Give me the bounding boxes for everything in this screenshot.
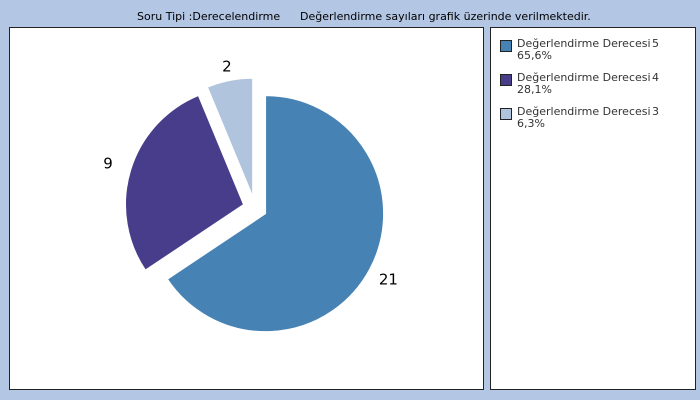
legend-grade: 5 [652,37,659,50]
legend-item-grade-5: Değerlendirme Derecesi 5 65,6% [500,37,690,69]
legend-swatch-grade-5 [500,40,512,52]
pie-data-label: 2 [222,58,232,76]
legend-percentage: 28,1% [517,83,552,96]
legend-panel: Değerlendirme Derecesi 5 65,6% Değerlend… [490,27,696,390]
legend-swatch-grade-3 [500,108,512,120]
pie-chart: 21 9 2 [103,58,398,333]
pie-data-label: 9 [103,154,113,172]
legend-percentage: 6,3% [517,117,545,130]
legend-label: Değerlendirme Derecesi [517,37,651,50]
pie-data-label: 21 [379,270,398,288]
plot-panel: 21 9 2 [9,27,484,390]
chart-note: Değerlendirme sayıları grafik üzerinde v… [300,10,591,23]
chart-header: Soru Tipi :Derecelendirme Değerlendirme … [0,8,700,26]
legend-grade: 4 [652,71,659,84]
pie-slice-grade-5 [166,95,385,333]
legend-percentage: 65,6% [517,49,552,62]
pie-slice-grade-4 [125,94,245,271]
legend-item-grade-3: Değerlendirme Derecesi 3 6,3% [500,105,690,137]
legend-label: Değerlendirme Derecesi [517,71,651,84]
legend-grade: 3 [652,105,659,118]
legend-item-grade-4: Değerlendirme Derecesi 4 28,1% [500,71,690,103]
legend-label: Değerlendirme Derecesi [517,105,651,118]
pie-slice-grade-3 [206,77,254,197]
question-type-label: Soru Tipi :Derecelendirme [137,10,281,23]
legend-swatch-grade-4 [500,74,512,86]
